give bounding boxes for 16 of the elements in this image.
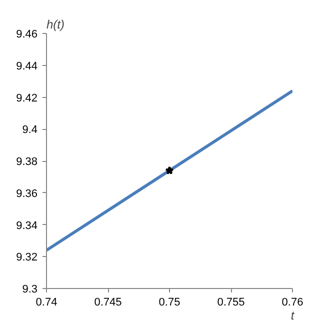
y-tick-label: 9.44: [16, 60, 38, 72]
y-tick-label: 9.38: [16, 156, 38, 168]
x-tick-label: 0.74: [36, 296, 58, 308]
y-tick-label: 9.3: [22, 284, 38, 296]
x-tick-label: 0.755: [217, 296, 245, 308]
x-tick-label: 0.75: [158, 296, 180, 308]
y-tick-label: 9.42: [16, 92, 38, 104]
y-tick-label: 9.34: [16, 220, 38, 232]
y-tick-label: 9.32: [16, 252, 38, 264]
x-tick-label: 0.76: [282, 296, 304, 308]
y-axis-title: h(t): [46, 18, 65, 32]
y-tick-label: 9.4: [22, 124, 38, 136]
y-tick-label: 9.36: [16, 188, 38, 200]
x-axis-title: t: [290, 308, 295, 322]
x-tick-label: 0.745: [94, 296, 122, 308]
y-tick-label: 9.46: [16, 28, 38, 40]
